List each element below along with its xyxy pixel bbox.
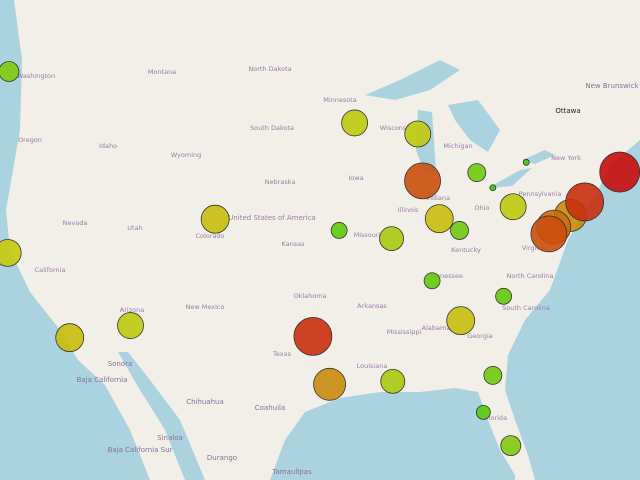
state-label: Louisiana	[357, 362, 388, 370]
marker[interactable]	[495, 287, 513, 305]
state-label: Pennsylvania	[519, 190, 562, 198]
marker[interactable]	[483, 365, 503, 385]
marker[interactable]	[404, 120, 432, 148]
pacific	[0, 0, 150, 480]
capital-label: Ottawa	[555, 107, 580, 115]
marker[interactable]	[475, 404, 491, 420]
region-label: Coahuila	[255, 404, 286, 412]
state-label: Oklahoma	[293, 292, 326, 300]
state-label: South Dakota	[250, 124, 294, 132]
gulf-of-california	[118, 352, 205, 480]
state-label: New York	[551, 154, 581, 162]
lake-ontario	[522, 150, 555, 164]
state-label: Nevada	[63, 219, 88, 227]
state-label: Ohio	[474, 204, 489, 212]
lake-erie	[488, 168, 532, 188]
state-label: Utah	[127, 224, 142, 232]
state-label: Tennessee	[428, 272, 463, 280]
state-label: North Carolina	[507, 272, 554, 280]
region-label: Durango	[207, 454, 237, 462]
marker[interactable]	[424, 204, 454, 234]
lake-superior	[365, 60, 460, 100]
state-label: Arkansas	[357, 302, 387, 310]
marker[interactable]	[530, 215, 568, 253]
marker[interactable]	[330, 222, 348, 239]
gulf-of-mexico	[270, 388, 515, 480]
region-label: Sonora	[108, 360, 133, 368]
state-labels: Washington Oregon Idaho Montana Wyoming …	[17, 65, 640, 476]
marker[interactable]	[565, 182, 605, 222]
marker[interactable]	[489, 184, 497, 192]
state-label: Florida	[485, 414, 507, 422]
state-label: New Mexico	[186, 303, 225, 311]
marker[interactable]	[379, 226, 404, 252]
lake-huron	[448, 100, 500, 152]
state-label: Nebraska	[265, 178, 296, 186]
region-label: Chihuahua	[186, 398, 224, 406]
state-label: Texas	[272, 350, 292, 358]
marker[interactable]	[500, 435, 522, 457]
marker[interactable]	[380, 368, 406, 394]
region-label: Tamaulipas	[271, 468, 312, 476]
region-label: Baja California	[77, 376, 128, 384]
state-label: Washington	[17, 72, 55, 80]
state-label: Montana	[148, 68, 176, 76]
state-label: Arizona	[120, 306, 144, 314]
state-label: Kansas	[281, 240, 305, 248]
region-label: Sinaloa	[157, 434, 183, 442]
country-label: United States of America	[228, 214, 315, 222]
marker[interactable]	[117, 312, 144, 339]
state-label: Indiana	[426, 194, 450, 202]
state-label: Michigan	[443, 142, 472, 150]
state-label: Colorado	[195, 232, 224, 240]
state-label: Missouri	[354, 231, 381, 239]
state-label: Oregon	[18, 136, 42, 144]
marker[interactable]	[467, 163, 487, 183]
state-label: Illinois	[398, 206, 419, 214]
state-label: California	[35, 266, 66, 274]
state-label: Virginia	[522, 244, 547, 252]
marker[interactable]	[341, 109, 369, 137]
marker[interactable]	[499, 193, 527, 221]
marker[interactable]	[313, 367, 346, 401]
region-label: New Brunswick	[585, 82, 639, 90]
state-label: Mississippi	[387, 328, 422, 336]
atlantic	[505, 140, 640, 480]
state-label: South Carolina	[502, 304, 550, 312]
state-label: Wisconsin	[380, 124, 412, 132]
state-label: Wyoming	[171, 151, 202, 159]
marker[interactable]	[446, 306, 476, 336]
state-label: Kentucky	[451, 246, 481, 254]
marker[interactable]	[0, 239, 22, 267]
marker[interactable]	[293, 316, 333, 356]
marker[interactable]	[599, 151, 640, 193]
markers	[0, 61, 640, 457]
marker[interactable]	[404, 162, 441, 200]
region-label: Baja California Sur	[108, 446, 173, 454]
marker[interactable]	[0, 61, 20, 82]
state-label: Alabama	[422, 324, 451, 332]
state-label: Georgia	[467, 332, 493, 340]
state-label: Iowa	[348, 174, 363, 182]
state-label: Idaho	[99, 142, 117, 150]
marker[interactable]	[522, 158, 530, 166]
marker[interactable]	[55, 323, 85, 353]
marker[interactable]	[450, 221, 469, 240]
marker[interactable]	[423, 272, 441, 290]
state-label: North Dakota	[248, 65, 291, 73]
marker[interactable]	[200, 204, 230, 234]
state-label: Minnesota	[323, 96, 357, 104]
